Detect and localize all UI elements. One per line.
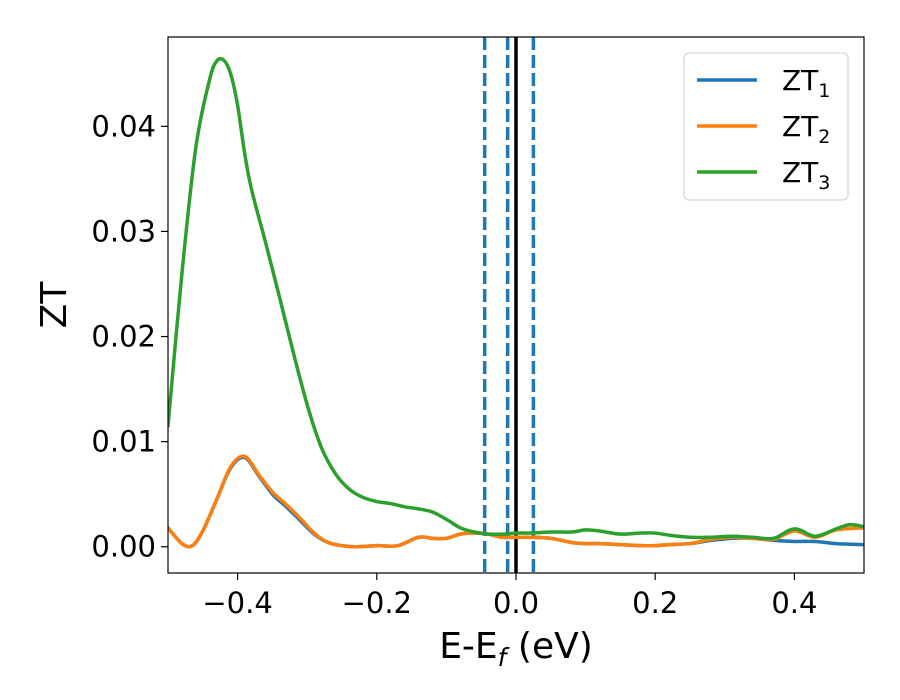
x-axis: −0.4 −0.2 0.0 0.2 0.4 (202, 573, 817, 620)
legend-label-main: ZT (782, 64, 819, 97)
x-axis-label-main: E-E (439, 626, 497, 667)
y-axis: 0.00 0.01 0.02 0.03 0.04 (91, 109, 168, 564)
legend-label-zt3: ZT3 (782, 156, 830, 194)
legend-label-main: ZT (782, 156, 819, 189)
x-axis-label: E-Ef (eV) (439, 626, 593, 672)
legend-box (683, 52, 849, 201)
y-tick-label: 0.04 (91, 109, 156, 143)
x-tick-label: 0.0 (493, 586, 539, 620)
y-tick-label: 0.00 (91, 530, 156, 564)
legend-label-subscript: 2 (818, 126, 830, 148)
y-tick-label: 0.03 (91, 214, 156, 248)
x-tick-label: 0.4 (771, 586, 817, 620)
x-tick-label: −0.4 (202, 586, 272, 620)
legend-label-subscript: 3 (818, 172, 830, 194)
reference-lines (482, 37, 536, 573)
y-tick-label: 0.01 (91, 425, 156, 459)
x-axis-label-unit: (eV) (506, 626, 592, 667)
legend-label-zt1: ZT1 (782, 64, 830, 102)
x-tick-label: −0.2 (342, 586, 412, 620)
legend-label-zt2: ZT2 (782, 110, 830, 148)
x-tick-label: 0.2 (632, 586, 678, 620)
legend-label-main: ZT (782, 110, 819, 143)
series-line-zt3 (168, 56, 864, 541)
y-tick-label: 0.02 (91, 320, 156, 354)
series-layer (168, 56, 864, 549)
y-axis-label: ZT (34, 281, 75, 329)
legend-label-subscript: 1 (818, 80, 830, 102)
